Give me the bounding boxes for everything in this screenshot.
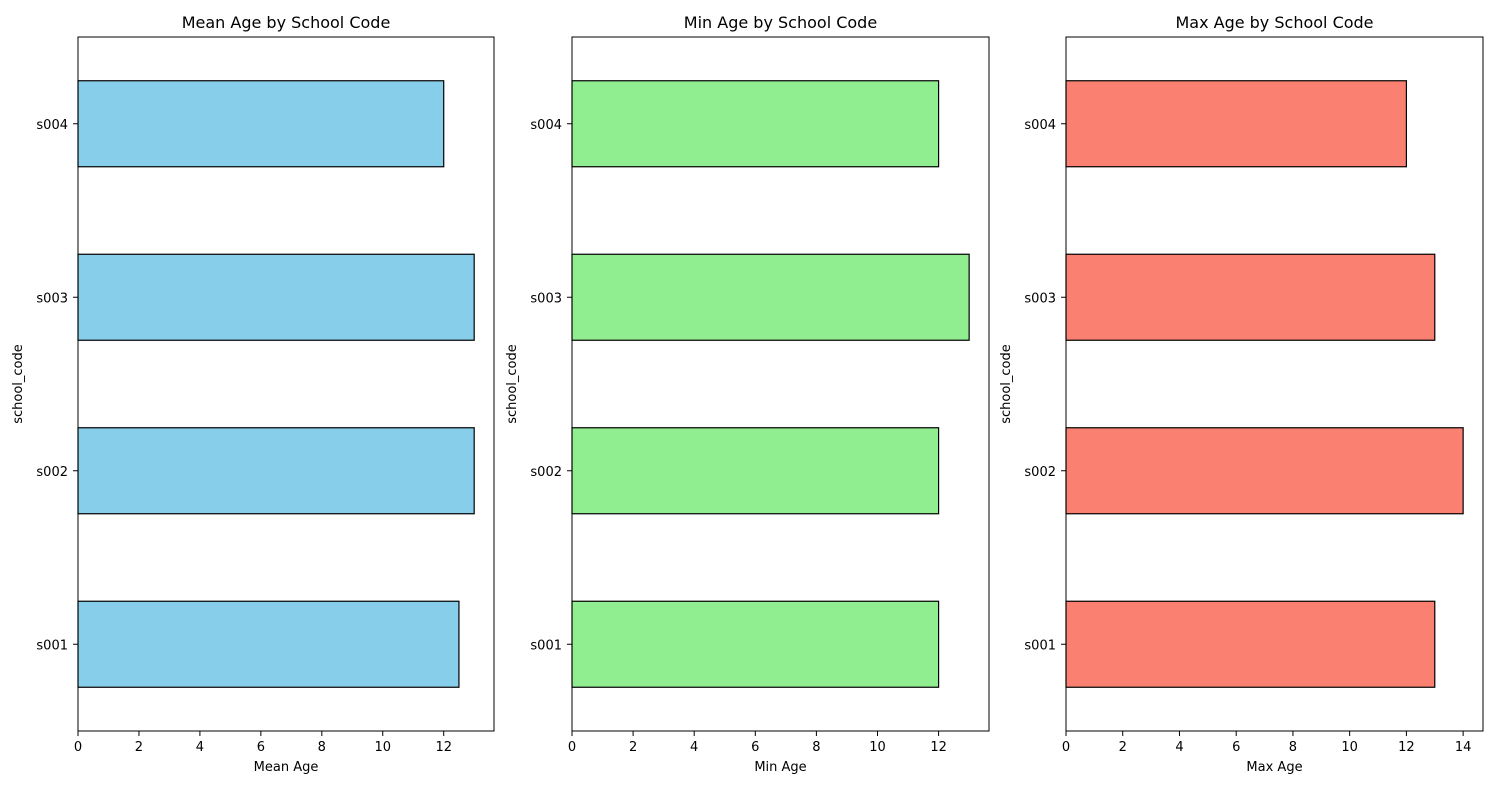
x-tick-label: 6 [257,740,265,755]
y-tick-label: s003 [1024,291,1056,306]
chart-panel-max-age: Max Age by School Code school_code Max A… [999,13,1484,775]
x-tick-label: 12 [1398,740,1415,755]
chart-title: Mean Age by School Code [182,13,391,32]
bars-group [571,80,970,688]
y-tick-label: s004 [1024,118,1056,133]
x-tick-label: 8 [318,740,326,755]
chart-title: Max Age by School Code [1175,13,1373,32]
y-axis-label: school_code [505,344,520,424]
y-ticks-group: s001 s002 s003 s004 [530,118,572,653]
x-tick-label: 4 [196,740,204,755]
x-tick-label: 0 [568,740,576,755]
x-axis-label: Max Age [1246,760,1302,775]
x-tick-label: 2 [629,740,637,755]
bar-s002 [571,427,940,515]
x-tick-label: 0 [1062,740,1070,755]
y-ticks-group: s001 s002 s003 s004 [1024,118,1066,653]
x-tick-label: 0 [74,740,82,755]
x-axis-label: Min Age [754,760,806,775]
y-tick-label: s001 [36,638,68,653]
y-tick-label: s004 [36,118,68,133]
axes-frame [571,36,990,732]
y-ticks-group: s001 s002 s003 s004 [36,118,78,653]
x-tick-label: 4 [1175,740,1183,755]
x-ticks-group: 0 2 4 6 8 10 12 [74,731,452,755]
bar-s002 [1065,427,1464,515]
y-axis-label: school_code [999,344,1014,424]
axes-frame [1065,36,1484,732]
bar-s002 [77,427,475,515]
x-tick-label: 8 [812,740,820,755]
x-tick-label: 10 [1341,740,1358,755]
x-axis-label: Mean Age [254,760,319,775]
bar-s003 [77,253,475,341]
bar-s004 [571,80,940,168]
y-axis-label: school_code [11,344,26,424]
chart-title: Min Age by School Code [684,13,877,32]
bar-s004 [77,80,445,168]
x-tick-label: 2 [135,740,143,755]
chart-panel-min-age: Min Age by School Code school_code Min A… [505,13,990,775]
bar-s001 [77,600,460,688]
axes-frame [77,36,495,732]
y-tick-label: s002 [1024,465,1056,480]
bars-group [1065,80,1464,688]
y-tick-label: s003 [36,291,68,306]
bar-s001 [571,600,940,688]
x-ticks-group: 0 2 4 6 8 10 12 [568,731,947,755]
y-tick-label: s002 [530,465,562,480]
bar-s001 [1065,600,1436,688]
x-tick-label: 2 [1119,740,1127,755]
x-tick-label: 8 [1289,740,1297,755]
x-tick-label: 6 [1232,740,1240,755]
x-tick-label: 14 [1455,740,1472,755]
x-tick-label: 6 [751,740,759,755]
y-tick-label: s004 [530,118,562,133]
x-tick-label: 12 [435,740,452,755]
bars-group [77,80,475,688]
y-tick-label: s002 [36,465,68,480]
bar-s003 [571,253,970,341]
y-tick-label: s001 [530,638,562,653]
x-tick-label: 12 [930,740,947,755]
x-ticks-group: 0 2 4 6 8 10 12 14 [1062,731,1472,755]
y-tick-label: s001 [1024,638,1056,653]
chart-panel-mean-age: Mean Age by School Code school_code Mean… [11,13,495,775]
x-tick-label: 10 [374,740,391,755]
bar-s003 [1065,253,1436,341]
bar-s004 [1065,80,1408,168]
y-tick-label: s003 [530,291,562,306]
x-tick-label: 4 [690,740,698,755]
x-tick-label: 10 [869,740,886,755]
